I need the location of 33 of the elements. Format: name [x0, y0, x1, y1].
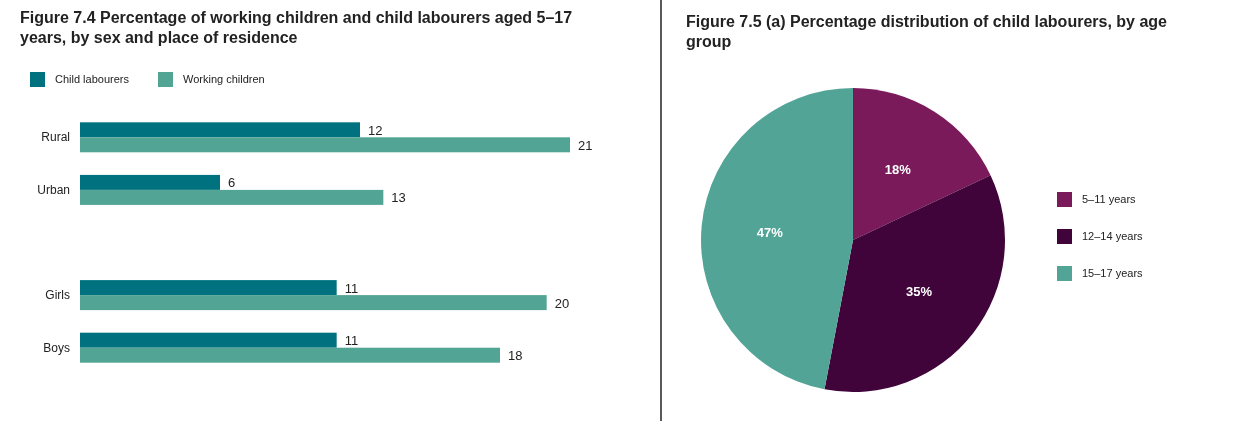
- data-label: 18: [508, 348, 523, 364]
- bar: [80, 280, 337, 296]
- bar: [80, 295, 547, 311]
- y-tick-label: Boys: [43, 340, 70, 355]
- bar: [80, 137, 570, 153]
- pie-slice: [824, 175, 1005, 392]
- chart-title: Figure 7.4 Percentage of working children and child labourers aged 5–17 years, by sex and place of residence: [20, 8, 574, 48]
- chart-title: Figure 7.5 (a) Percentage distribution of child labourers, by age group: [686, 12, 1168, 52]
- data-label: 12: [368, 122, 383, 138]
- legend-label: Child labourers: [55, 73, 130, 85]
- legend-label: 12–14 years: [1082, 230, 1144, 242]
- pie-slice: [853, 88, 991, 240]
- data-label: 11: [344, 280, 359, 296]
- y-tick-label: Girls: [45, 288, 70, 303]
- data-label: 21: [578, 137, 593, 153]
- bar: [80, 332, 337, 348]
- legend-label: 5–11 years: [1082, 193, 1137, 205]
- legend-label: Working children: [183, 73, 265, 85]
- data-label: 35%: [906, 284, 933, 300]
- bar: [80, 347, 500, 363]
- data-label: 47%: [756, 225, 784, 241]
- data-label: 6: [228, 175, 236, 191]
- legend-label: 15–17 years: [1082, 267, 1144, 279]
- bar: [80, 174, 220, 190]
- y-tick-label: Rural: [41, 130, 70, 145]
- bar: [80, 189, 384, 205]
- y-tick-label: Urban: [37, 182, 70, 197]
- data-label: 18%: [884, 162, 912, 178]
- data-label: 11: [344, 333, 359, 349]
- pie-slice: [701, 88, 853, 390]
- data-label: 20: [554, 295, 570, 311]
- data-label: 13: [391, 190, 406, 206]
- bar: [80, 122, 360, 138]
